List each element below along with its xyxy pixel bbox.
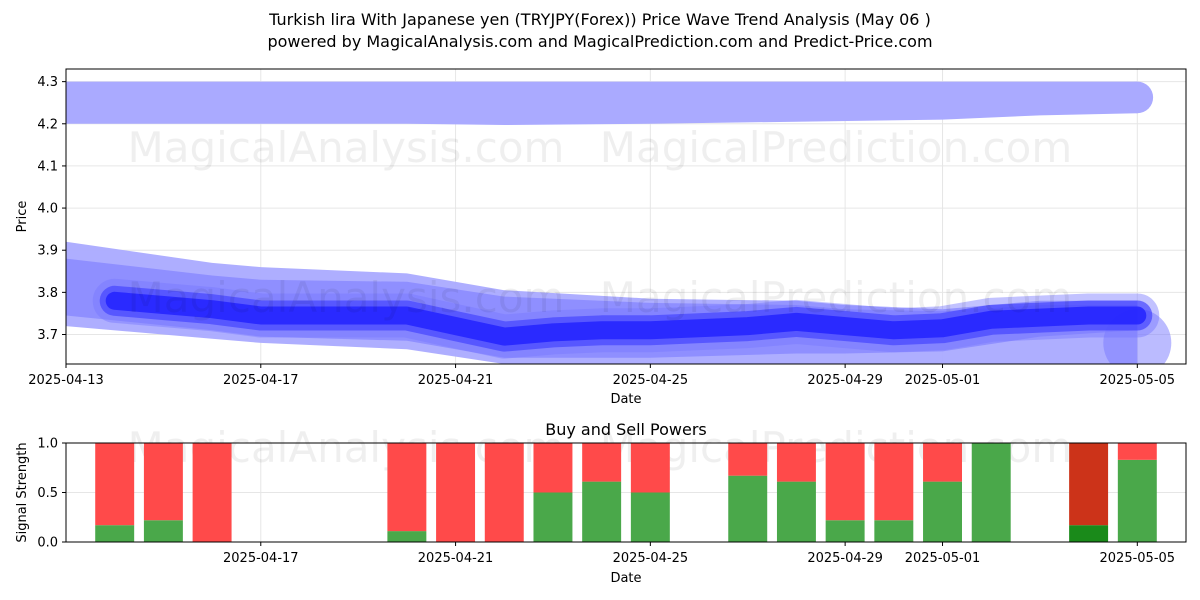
x-tick-label: 2025-04-17 [223,551,299,566]
price-panel-frame [65,68,1187,365]
y-tick-label: 4.1 [37,159,58,174]
upper-band [66,81,1138,125]
buy-bar [874,520,914,542]
x-axis-label: Date [610,392,641,407]
buy-bar [1069,525,1109,542]
y-tick-label: 3.9 [37,244,58,259]
sell-bar [874,443,914,521]
y-tick-label: 4.2 [37,117,58,132]
buy-bar [143,520,183,542]
x-tick-label: 2025-05-01 [905,373,981,388]
sell-bar [1117,443,1157,460]
x-tick-label: 2025-05-01 [905,551,981,566]
sell-bar [630,443,670,493]
buy-bar [582,481,622,542]
chart-title-line-2: powered by MagicalAnalysis.com and Magic… [267,32,933,51]
buy-bar [825,520,865,542]
watermark-text: MagicalPrediction.com [600,273,1073,322]
y-tick-label: 4.3 [37,75,58,90]
x-tick-label: 2025-04-13 [28,373,104,388]
price-plot-area [66,81,1172,364]
price-panel: MagicalAnalysis.com MagicalPrediction.com… [15,68,1187,407]
chart-title-line-1: Turkish lira With Japanese yen (TRYJPY(F… [269,10,931,29]
x-tick-label: 2025-04-29 [807,551,883,566]
upper-band-end-cap [1121,81,1154,114]
sell-bar [728,443,768,476]
sell-bar [95,443,135,526]
signal-plot-area [95,443,1157,542]
sell-bar [923,443,962,482]
x-tick-label: 2025-04-29 [807,373,883,388]
x-tick-label: 2025-04-21 [418,551,494,566]
core-wave-line [105,291,1147,346]
buy-bar [95,525,135,542]
signal-panel: MagicalAnalysis.comMagicalPrediction.com… [15,420,1187,586]
buy-bar [923,481,962,542]
y-tick-label: 0.5 [37,486,58,501]
x-tick-label: 2025-05-05 [1100,551,1176,566]
x-tick-label: 2025-05-05 [1100,373,1176,388]
buy-bar [728,475,768,542]
buy-bar [533,492,573,542]
x-axis-label: Date [610,571,641,586]
sell-bar [533,443,573,493]
sell-bar [1069,443,1109,526]
buy-bar [630,492,670,542]
signal-panel-title: Buy and Sell Powers [545,420,707,439]
x-tick-label: 2025-04-21 [418,373,494,388]
sell-bar [192,443,232,542]
watermark-text: MagicalPrediction.com [600,123,1073,172]
x-tick-label: 2025-04-25 [613,373,689,388]
sell-bar [387,443,427,532]
watermark-text: MagicalAnalysis.com [128,273,565,322]
y-tick-label: 1.0 [37,437,58,452]
sell-bar [825,443,865,521]
x-tick-label: 2025-04-25 [613,551,689,566]
buy-bar [387,531,427,542]
buy-bar [1117,459,1157,542]
sell-bar [436,443,476,542]
sell-bar [143,443,183,521]
y-tick-label: 0.0 [37,536,58,551]
buy-bar [971,443,1011,542]
y-axis-label: Price [15,201,30,233]
watermark-text: MagicalAnalysis.com [128,123,565,172]
y-tick-label: 3.8 [37,286,58,301]
x-tick-label: 2025-04-17 [223,373,299,388]
sell-bar [582,443,622,482]
y-tick-label: 4.0 [37,202,58,217]
buy-bar [776,481,816,542]
y-axis-label: Signal Strength [15,442,30,542]
sell-bar [484,443,524,542]
y-tick-label: 3.7 [37,328,58,343]
sell-bar [776,443,816,482]
